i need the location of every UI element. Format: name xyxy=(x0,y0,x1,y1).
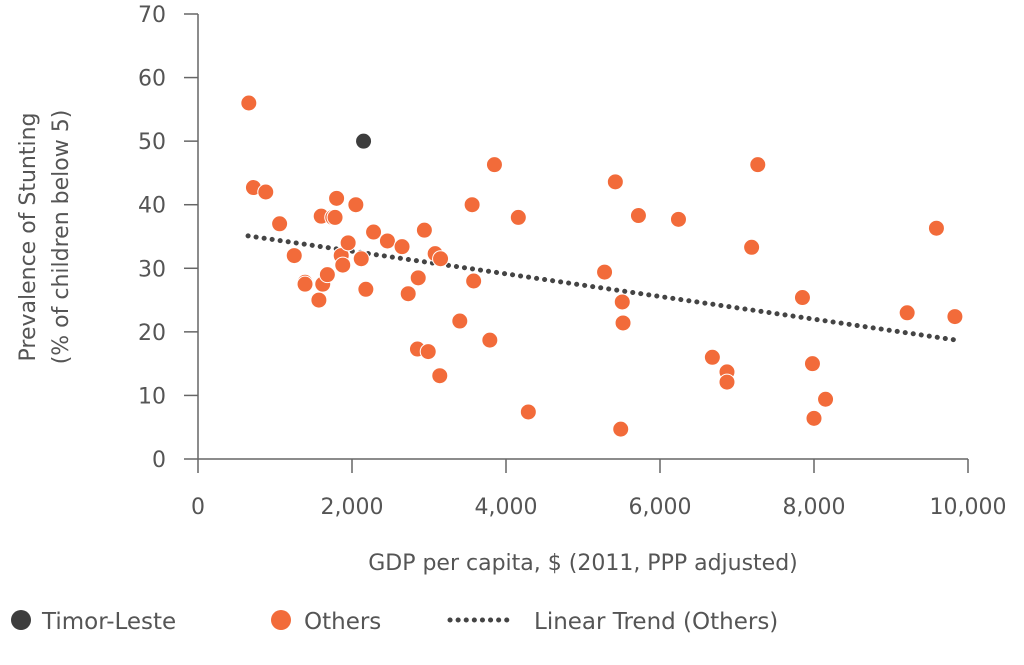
point-others xyxy=(703,348,721,366)
trend-layer xyxy=(245,233,959,343)
x-tick-label: 8,000 xyxy=(783,495,846,520)
points-layer xyxy=(240,94,964,438)
legend-label-trend: Linear Trend (Others) xyxy=(534,609,778,635)
x-tick-label: 10,000 xyxy=(930,495,1007,520)
point-others xyxy=(481,331,499,349)
point-others xyxy=(393,238,411,256)
legend-marker-timor-leste xyxy=(11,610,31,630)
point-others xyxy=(271,215,289,233)
point-others xyxy=(431,367,449,385)
y-axis-title: Prevalence of Stunting xyxy=(16,112,41,361)
point-others xyxy=(357,280,375,298)
point-others xyxy=(485,156,503,174)
point-others xyxy=(409,269,427,287)
point-others xyxy=(898,304,916,322)
point-others xyxy=(240,94,258,112)
point-others xyxy=(817,390,835,408)
legend-marker-others xyxy=(271,610,291,630)
point-others xyxy=(318,266,336,284)
y-tick-label: 70 xyxy=(138,3,166,28)
point-others xyxy=(334,256,352,274)
point-others xyxy=(803,355,821,373)
point-others xyxy=(285,247,303,265)
y-axis-subtitle: (% of children below 5) xyxy=(49,110,74,365)
point-others xyxy=(743,238,761,256)
point-others xyxy=(326,208,344,226)
point-others xyxy=(927,219,945,237)
point-others xyxy=(718,373,736,391)
axes: 0 10 20 30 40 50 60 70 0 2,000 4,000 6,000 8,000 10,0… xyxy=(138,3,1006,520)
point-others xyxy=(432,250,450,268)
point-timor-leste xyxy=(356,133,372,149)
point-others xyxy=(612,420,630,438)
legend: Timor-Leste Others Linear Trend (Others) xyxy=(11,609,778,635)
point-others xyxy=(793,289,811,307)
x-tick-label: 6,000 xyxy=(629,495,692,520)
point-others xyxy=(257,183,275,201)
point-others xyxy=(347,196,365,214)
y-tick-label: 10 xyxy=(138,384,166,409)
point-others xyxy=(451,312,469,330)
point-others xyxy=(749,156,767,174)
y-tick-label: 50 xyxy=(138,130,166,155)
point-others xyxy=(613,293,631,311)
point-others xyxy=(519,403,537,421)
point-others xyxy=(339,234,357,252)
point-others xyxy=(419,343,437,361)
point-others xyxy=(509,208,527,226)
x-axis-title: GDP per capita, $ (2011, PPP adjusted) xyxy=(368,551,798,576)
point-others xyxy=(463,196,481,214)
point-others xyxy=(399,285,417,303)
y-tick-label: 60 xyxy=(138,67,166,92)
point-others xyxy=(805,409,823,427)
x-tick-label: 2,000 xyxy=(321,495,384,520)
y-tick-label: 0 xyxy=(152,448,166,473)
y-tick-label: 40 xyxy=(138,194,166,219)
point-others xyxy=(352,250,370,268)
point-others xyxy=(596,263,614,281)
legend-label-timor-leste: Timor-Leste xyxy=(41,609,176,635)
point-others xyxy=(296,275,314,293)
point-others xyxy=(310,291,328,309)
point-others xyxy=(365,223,383,241)
point-others xyxy=(614,314,632,332)
point-others xyxy=(629,207,647,225)
point-others xyxy=(465,272,483,290)
point-others xyxy=(328,189,346,207)
y-tick-label: 30 xyxy=(138,257,166,282)
x-tick-label: 0 xyxy=(191,495,205,520)
point-others xyxy=(669,210,687,228)
point-others xyxy=(946,308,964,326)
y-tick-label: 20 xyxy=(138,321,166,346)
x-tick-label: 4,000 xyxy=(475,495,538,520)
legend-label-others: Others xyxy=(304,609,381,635)
trend-line xyxy=(245,233,959,343)
point-others xyxy=(415,221,433,239)
point-others xyxy=(378,232,396,250)
point-others xyxy=(606,173,624,191)
